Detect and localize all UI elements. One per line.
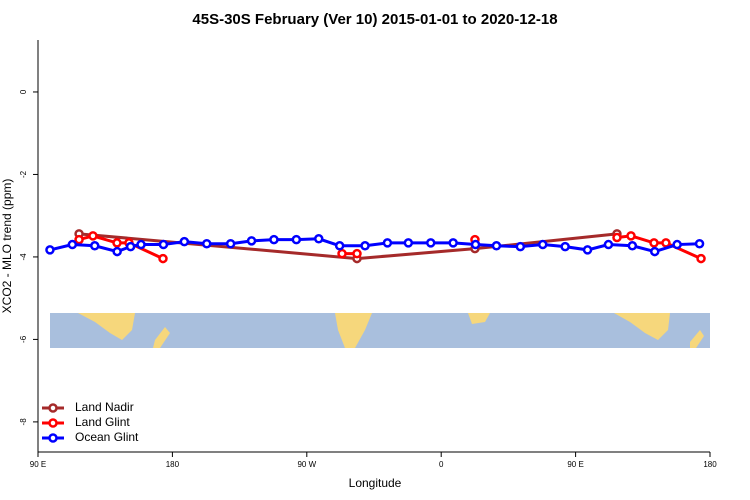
point [112,246,122,257]
x-tick-label: 90 E [567,460,583,469]
legend-marker [48,418,58,428]
point [74,234,84,245]
point [491,241,502,251]
x-tick-label: 90 W [297,460,316,469]
point [179,236,190,247]
point [67,239,78,250]
point [201,238,212,249]
legend-label: Land Glint [75,415,130,429]
point [45,245,55,255]
point [515,241,526,252]
point [337,248,347,259]
point [627,241,638,251]
point [334,241,345,251]
point [403,238,414,248]
x-axis-label: Longitude [349,476,402,490]
legend-label: Land Nadir [75,400,134,414]
point [158,253,168,264]
point [112,238,122,248]
point [612,232,622,243]
point [649,246,660,257]
point [649,238,659,248]
y-tick-label: -6 [19,335,28,343]
point [672,239,682,250]
y-tick-label: -4 [19,253,28,261]
x-tick-label: 180 [703,460,717,469]
y-tick-label: -8 [19,418,28,426]
point [125,241,136,252]
x-tick-label: 90 E [30,460,46,469]
point [694,238,705,249]
point [382,238,393,248]
point [89,241,100,251]
point [225,238,236,249]
legend-marker [48,433,58,443]
point [582,245,593,255]
y-tick-label: -2 [19,170,28,178]
point [661,238,671,248]
point [313,234,324,244]
point [269,234,279,245]
point [537,239,548,250]
x-tick-label: 0 [439,460,444,469]
point [448,238,458,248]
point [158,239,169,250]
point [246,236,257,246]
point [136,239,146,250]
point [425,238,436,248]
point [696,253,706,264]
point [291,234,302,245]
legend-marker [48,403,58,413]
point [352,248,362,259]
legend-label: Ocean Glint [75,430,139,444]
y-tick-label: 0 [19,89,28,94]
point [360,241,370,251]
point [470,239,481,250]
point [88,231,98,241]
point [560,241,570,252]
map-strip [50,313,710,348]
x-tick-label: 180 [166,460,180,469]
y-axis-label: XCO2 - MLO trend (ppm) [0,179,14,314]
point [626,231,636,241]
chart-title: 45S-30S February (Ver 10) 2015-01-01 to … [192,11,557,28]
point [603,239,614,250]
